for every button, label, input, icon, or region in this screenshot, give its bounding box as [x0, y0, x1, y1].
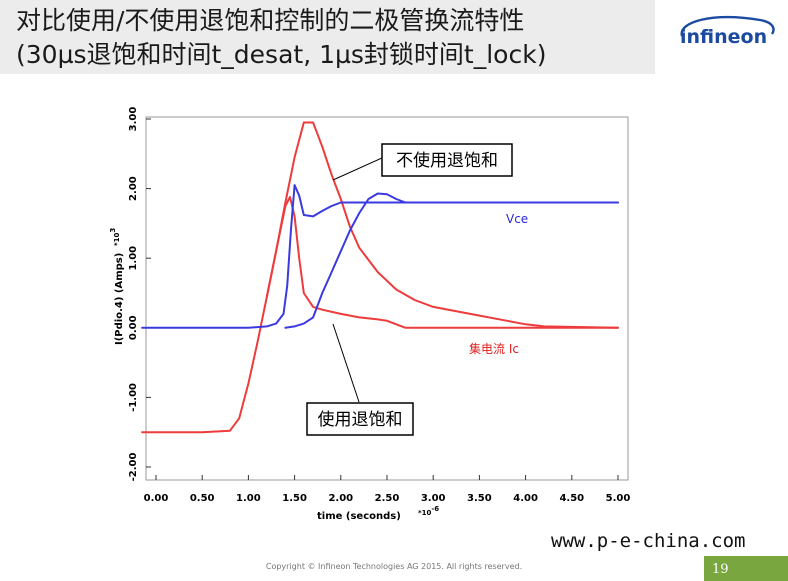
y-exp-value: 3 [109, 228, 117, 233]
x-axis-exponent: *10-6 [418, 505, 439, 517]
title-line-1: 对比使用/不使用退饱和控制的二极管换流特性 [16, 6, 525, 35]
x-tick-label: 0.50 [190, 493, 215, 504]
series-group [141, 121, 619, 434]
copyright: Copyright © Infineon Technologies AG 201… [265, 562, 523, 571]
annotation-with: 使用退饱和 [318, 409, 403, 430]
x-exp-value: -6 [431, 505, 439, 513]
page-number: 19 [712, 562, 729, 577]
annotation-box-without [381, 143, 513, 177]
y-axis-title: I(Pdio.4) (Amps) *103 [109, 228, 125, 345]
x-axis-label: time (seconds) [317, 511, 401, 522]
x-tick-label: 2.00 [328, 493, 353, 504]
logo-text: infineon [680, 26, 767, 48]
y-tick-label: -2.00 [128, 453, 139, 482]
y-axis-exponent: *103 [109, 228, 121, 246]
y-tick-label: -1.00 [128, 383, 139, 412]
annotation-box-with [306, 402, 414, 436]
y-tick-label: 3.00 [128, 107, 139, 132]
x-tick-label: 4.50 [559, 493, 584, 504]
series-line-blue-3 [284, 192, 619, 329]
infineon-logo: infineon [680, 16, 775, 48]
series-line-red-0 [141, 121, 619, 434]
series-line-blue-2 [141, 184, 619, 329]
title-bar [0, 0, 655, 74]
y-axis-label: I(Pdio.4) (Amps) [114, 253, 125, 345]
axes: 0.00 0.50 1.00 1.50 2.00 2.50 3.00 3.50 4.00 4.50… [128, 107, 630, 504]
x-tick-label: 3.50 [467, 493, 492, 504]
title-line-2: (30µs退饱和时间t_desat, 1µs封锁时间t_lock) [16, 40, 547, 69]
slide-title: 对比使用/不使用退饱和控制的二极管换流特性 (30µs退饱和时间t_desat,… [16, 4, 546, 72]
x-tick-label: 1.50 [282, 493, 307, 504]
vce-label: Vce [506, 212, 528, 226]
annotation-without: 不使用退饱和 [396, 150, 498, 171]
watermark: www.p-e-china.com [551, 530, 746, 552]
annotation-leader-without [332, 157, 383, 181]
page-number-box [704, 556, 788, 581]
series-line-red-1 [265, 196, 619, 329]
x-tick-label: 5.00 [606, 493, 631, 504]
x-tick-label: 2.50 [375, 493, 400, 504]
x-tick-label: 0.00 [144, 493, 169, 504]
y-exp-prefix: *10 [113, 232, 121, 246]
x-tick-label: 1.00 [236, 493, 261, 504]
ic-label: 集电流 Ic [469, 341, 519, 356]
x-exp-prefix: *10 [418, 509, 432, 517]
y-tick-label: 1.00 [128, 246, 139, 271]
y-tick-label: 2.00 [128, 176, 139, 201]
x-tick-label: 3.00 [421, 493, 446, 504]
y-tick-label: 0.00 [128, 315, 139, 340]
annotation-leader-with [332, 323, 360, 403]
x-tick-label: 4.00 [513, 493, 538, 504]
